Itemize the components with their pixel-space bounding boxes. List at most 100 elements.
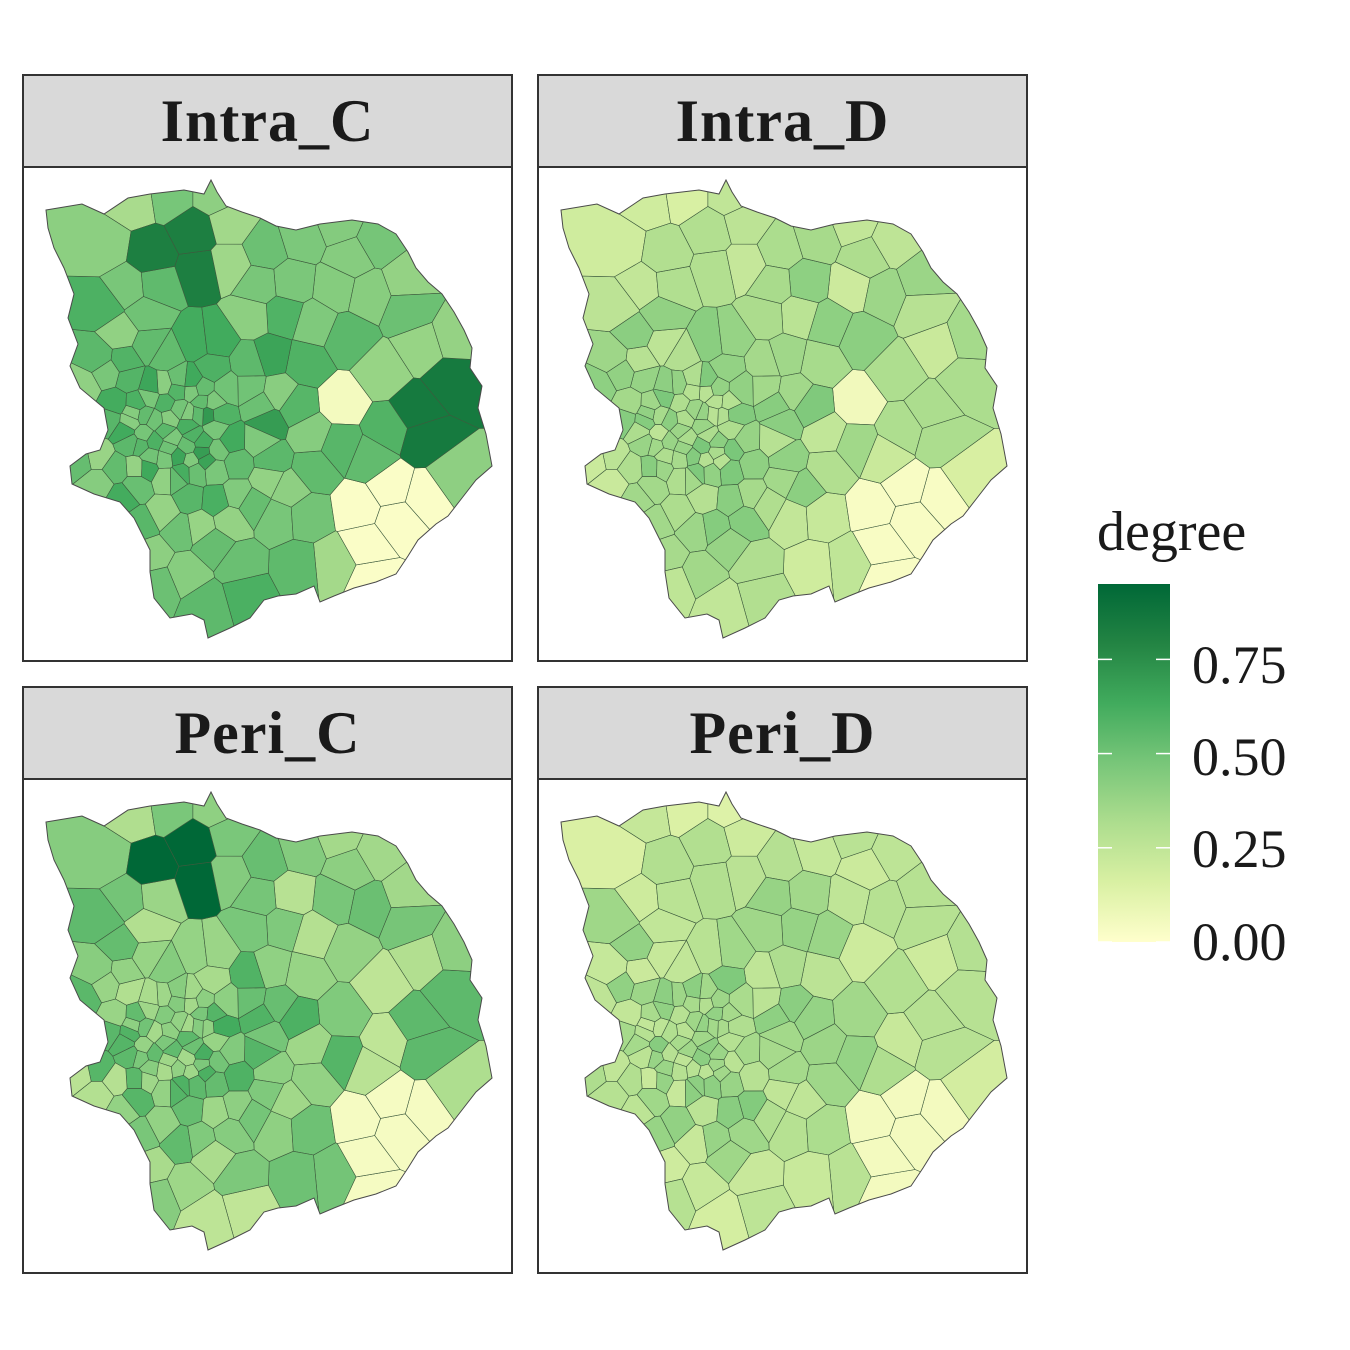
region-polygon xyxy=(561,469,630,602)
region-layer xyxy=(46,792,492,1250)
choropleth-map xyxy=(560,178,1008,639)
region-polygon xyxy=(268,1150,323,1250)
region-polygon xyxy=(863,947,929,1015)
facet-panel-intra-c: Intra_C xyxy=(22,74,513,670)
region-polygon xyxy=(709,430,729,448)
region-polygon xyxy=(238,1003,276,1035)
region-polygon xyxy=(46,1145,176,1215)
region-polygon xyxy=(707,180,805,216)
region-polygon xyxy=(638,908,697,944)
region-polygon xyxy=(685,1011,704,1033)
region-polygon xyxy=(194,430,214,448)
region-polygon xyxy=(46,418,92,532)
region-polygon xyxy=(709,1042,729,1060)
region-polygon xyxy=(744,876,792,917)
region-polygon xyxy=(721,1002,743,1023)
region-polygon xyxy=(702,1120,731,1159)
region-polygon xyxy=(141,459,160,483)
facet-title: Peri_C xyxy=(174,699,361,766)
region-polygon xyxy=(213,1149,270,1196)
region-polygon xyxy=(717,406,730,427)
map-area xyxy=(22,778,513,1274)
region-polygon xyxy=(170,1011,189,1033)
region-polygon xyxy=(206,1002,228,1023)
region-polygon xyxy=(154,1034,177,1052)
map-outline xyxy=(560,790,1008,1251)
region-polygon xyxy=(381,180,492,297)
region-polygon xyxy=(187,1120,216,1159)
region-polygon xyxy=(653,977,674,1006)
region-polygon xyxy=(123,908,182,944)
region-polygon xyxy=(640,1066,658,1089)
facet-strip: Intra_D xyxy=(537,74,1028,168)
region-polygon xyxy=(653,1059,674,1077)
region-polygon xyxy=(717,1018,730,1039)
region-polygon xyxy=(634,412,656,431)
region-polygon xyxy=(202,406,215,427)
region-polygon xyxy=(110,345,146,373)
facet-strip: Peri_C xyxy=(22,686,513,780)
region-polygon xyxy=(606,359,635,392)
region-polygon xyxy=(571,1115,676,1182)
region-polygon xyxy=(123,296,182,332)
region-polygon xyxy=(625,345,661,373)
region-polygon xyxy=(188,1074,207,1100)
region-polygon xyxy=(571,503,676,570)
legend-tick-label: 0.25 xyxy=(1192,819,1287,879)
region-polygon xyxy=(56,503,161,570)
region-polygon xyxy=(702,508,731,547)
region-polygon xyxy=(778,984,814,1024)
region-polygon xyxy=(46,792,132,890)
region-polygon xyxy=(561,533,691,603)
region-polygon xyxy=(171,446,187,467)
region-polygon xyxy=(684,466,704,496)
map-outline xyxy=(45,178,493,639)
region-polygon xyxy=(229,876,277,917)
region-polygon xyxy=(192,406,204,427)
legend-title: degree xyxy=(1097,501,1247,563)
region-polygon xyxy=(138,1059,159,1077)
region-polygon xyxy=(669,422,692,440)
region-polygon xyxy=(344,433,402,484)
region-polygon xyxy=(101,450,128,485)
region-polygon xyxy=(708,965,747,995)
region-polygon xyxy=(138,365,159,394)
region-polygon xyxy=(208,1050,230,1074)
region-polygon xyxy=(46,566,182,638)
legend-colorbar xyxy=(1098,584,1170,942)
region-polygon xyxy=(171,1058,187,1079)
legend-tick-label: 0.50 xyxy=(1192,727,1287,787)
region-polygon xyxy=(348,947,414,1015)
region-polygon xyxy=(356,180,492,270)
region-polygon xyxy=(616,450,643,485)
region-polygon xyxy=(561,1145,691,1215)
region-polygon xyxy=(188,462,207,488)
region-polygon xyxy=(647,437,664,457)
region-polygon xyxy=(606,971,635,1004)
region-polygon xyxy=(268,538,323,638)
region-polygon xyxy=(656,459,675,483)
region-polygon xyxy=(46,1178,182,1250)
region-polygon xyxy=(863,335,929,403)
region-polygon xyxy=(686,1058,702,1079)
region-polygon xyxy=(46,533,176,603)
region-polygon xyxy=(669,1034,692,1052)
region-polygon xyxy=(154,422,177,440)
region-polygon xyxy=(208,438,230,462)
region-polygon xyxy=(273,257,317,304)
region-polygon xyxy=(263,984,299,1024)
region-polygon xyxy=(647,1049,664,1069)
region-polygon xyxy=(783,538,838,638)
region-polygon xyxy=(192,180,290,216)
region-polygon xyxy=(684,1078,704,1108)
region-polygon xyxy=(744,264,792,305)
region-polygon xyxy=(46,180,132,278)
region-polygon xyxy=(653,365,674,394)
region-polygon xyxy=(640,1001,662,1023)
region-polygon xyxy=(46,1081,115,1214)
region-polygon xyxy=(169,466,189,496)
region-polygon xyxy=(703,462,722,488)
region-polygon xyxy=(871,792,1007,882)
region-polygon xyxy=(206,390,228,411)
map-area xyxy=(537,778,1028,1274)
